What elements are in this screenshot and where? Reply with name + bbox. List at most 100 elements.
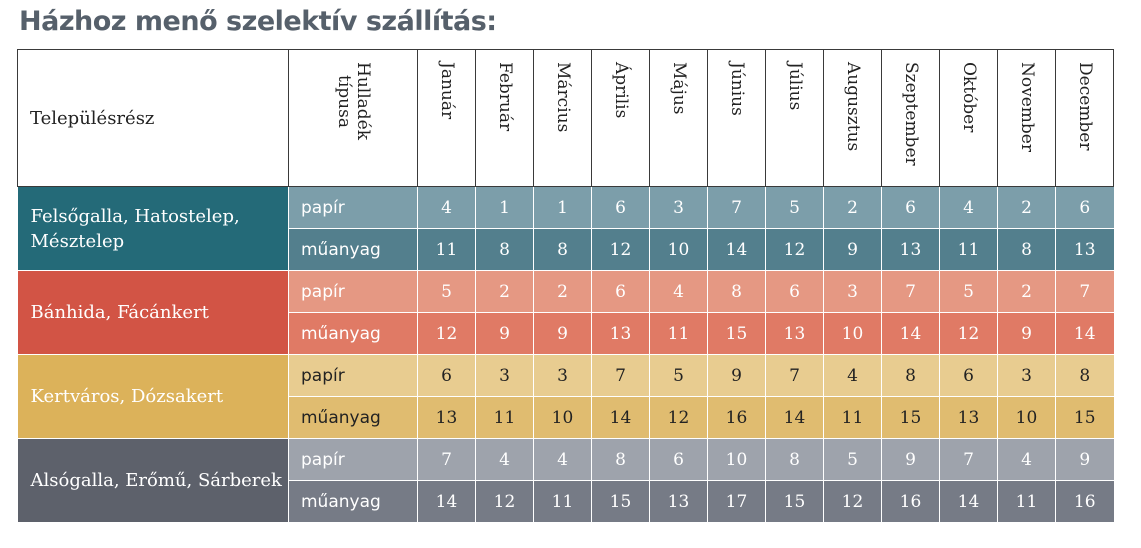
- pickup-day-cell: 13: [765, 312, 824, 355]
- pickup-day-cell: 3: [823, 270, 882, 313]
- waste-type-cell: műanyag: [288, 312, 418, 355]
- pickup-day-cell: 13: [591, 312, 650, 355]
- pickup-day-cell: 6: [881, 186, 940, 229]
- pickup-day-cell: 9: [823, 228, 882, 271]
- pickup-day-cell: 15: [881, 396, 940, 439]
- pickup-day-cell: 7: [417, 438, 476, 481]
- table-row: műanyag 14 12 11 15 13 17 15 12 16 14 11 16: [18, 480, 1114, 523]
- pickup-day-cell: 4: [823, 354, 882, 397]
- table-row: Felsőgalla, Hatostelep, Mésztelep papír 4 1…: [17, 186, 1114, 271]
- pickup-day-cell: 5: [823, 438, 882, 481]
- waste-type-cell: papír: [288, 186, 418, 229]
- month-column-header: Október: [939, 49, 998, 187]
- month-label: Január: [437, 62, 457, 120]
- pickup-day-cell: 15: [591, 480, 650, 523]
- month-column-header: Szeptember: [881, 49, 940, 187]
- month-label: Június: [727, 62, 747, 116]
- pickup-day-cell: 15: [1055, 396, 1114, 439]
- pickup-day-cell: 13: [417, 396, 476, 439]
- pickup-day-cell: 10: [649, 228, 708, 271]
- waste-type-cell: papír: [288, 438, 418, 481]
- pickup-day-cell: 4: [939, 186, 998, 229]
- month-label: Október: [959, 62, 979, 133]
- waste-type-cell: műanyag: [288, 396, 418, 439]
- month-column-header: Január: [417, 49, 476, 187]
- month-column-header: Június: [707, 49, 766, 187]
- schedule-table: Településrész Hulladék típusa Január Febr…: [17, 49, 1114, 523]
- pickup-day-cell: 13: [1055, 228, 1114, 271]
- pickup-day-cell: 7: [765, 354, 824, 397]
- area-name-cell: Bánhida, Fácánkert: [17, 270, 289, 355]
- pickup-day-cell: 7: [939, 438, 998, 481]
- month-label: Május: [669, 62, 689, 115]
- month-column-header: Július: [765, 49, 824, 187]
- pickup-day-cell: 16: [881, 480, 940, 523]
- pickup-day-cell: 9: [475, 312, 534, 355]
- pickup-day-cell: 15: [707, 312, 766, 355]
- pickup-day-cell: 4: [417, 186, 476, 229]
- pickup-day-cell: 6: [591, 270, 650, 313]
- pickup-day-cell: 2: [475, 270, 534, 313]
- pickup-day-cell: 14: [417, 480, 476, 523]
- pickup-day-cell: 12: [823, 480, 882, 523]
- pickup-day-cell: 9: [1055, 438, 1114, 481]
- table-body: Felsőgalla, Hatostelep, Mésztelep papír 4 1…: [17, 186, 1114, 523]
- pickup-day-cell: 8: [881, 354, 940, 397]
- pickup-day-cell: 12: [939, 312, 998, 355]
- table-row: műanyag 13 11 10 14 12 16 14 11 15 13 10 15: [18, 396, 1114, 439]
- pickup-day-cell: 6: [591, 186, 650, 229]
- pickup-day-cell: 3: [649, 186, 708, 229]
- month-column-header: November: [997, 49, 1056, 187]
- table-row: műanyag 12 9 9 13 11 15 13 10 14 12 9 14: [18, 312, 1114, 355]
- area-name-cell: Felsőgalla, Hatostelep, Mésztelep: [17, 186, 289, 271]
- header-row: Településrész Hulladék típusa Január Febr…: [17, 49, 1114, 187]
- pickup-day-cell: 15: [765, 480, 824, 523]
- pickup-day-cell: 4: [533, 438, 592, 481]
- pickup-day-cell: 3: [533, 354, 592, 397]
- pickup-day-cell: 16: [1055, 480, 1114, 523]
- pickup-day-cell: 6: [939, 354, 998, 397]
- pickup-day-cell: 6: [649, 438, 708, 481]
- pickup-day-cell: 11: [475, 396, 534, 439]
- pickup-day-cell: 8: [707, 270, 766, 313]
- pickup-day-cell: 10: [997, 396, 1056, 439]
- month-column-header: Május: [649, 49, 708, 187]
- pickup-day-cell: 12: [765, 228, 824, 271]
- pickup-day-cell: 9: [533, 312, 592, 355]
- month-label: Április: [611, 62, 631, 119]
- pickup-day-cell: 8: [997, 228, 1056, 271]
- pickup-day-cell: 17: [707, 480, 766, 523]
- waste-type-cell: papír: [288, 354, 418, 397]
- month-column-header: Augusztus: [823, 49, 882, 187]
- pickup-day-cell: 4: [475, 438, 534, 481]
- pickup-day-cell: 2: [997, 270, 1056, 313]
- pickup-day-cell: 16: [707, 396, 766, 439]
- pickup-day-cell: 10: [707, 438, 766, 481]
- area-name-cell: Kertváros, Dózsakert: [17, 354, 289, 439]
- pickup-day-cell: 5: [939, 270, 998, 313]
- page-title: Házhoz menő szelektív szállítás:: [19, 6, 497, 37]
- month-label: December: [1075, 62, 1095, 151]
- table-row: Kertváros, Dózsakert papír 6 3 3 7 5 9 7 4 8 6 3 8: [17, 354, 1114, 439]
- pickup-day-cell: 6: [417, 354, 476, 397]
- area-name-cell: Alsógalla, Erőmű, Sárberek: [17, 438, 289, 523]
- type-column-header: Hulladék típusa: [288, 49, 418, 187]
- pickup-day-cell: 2: [533, 270, 592, 313]
- pickup-day-cell: 11: [649, 312, 708, 355]
- pickup-day-cell: 14: [707, 228, 766, 271]
- pickup-day-cell: 6: [765, 270, 824, 313]
- pickup-day-cell: 3: [997, 354, 1056, 397]
- pickup-day-cell: 11: [939, 228, 998, 271]
- waste-type-cell: papír: [288, 270, 418, 313]
- pickup-day-cell: 14: [765, 396, 824, 439]
- pickup-day-cell: 12: [475, 480, 534, 523]
- pickup-day-cell: 13: [649, 480, 708, 523]
- pickup-day-cell: 8: [533, 228, 592, 271]
- month-label: Szeptember: [901, 62, 921, 166]
- pickup-day-cell: 1: [533, 186, 592, 229]
- month-label: Július: [785, 62, 805, 111]
- pickup-day-cell: 7: [881, 270, 940, 313]
- pickup-day-cell: 9: [707, 354, 766, 397]
- pickup-day-cell: 7: [707, 186, 766, 229]
- month-column-header: December: [1055, 49, 1114, 187]
